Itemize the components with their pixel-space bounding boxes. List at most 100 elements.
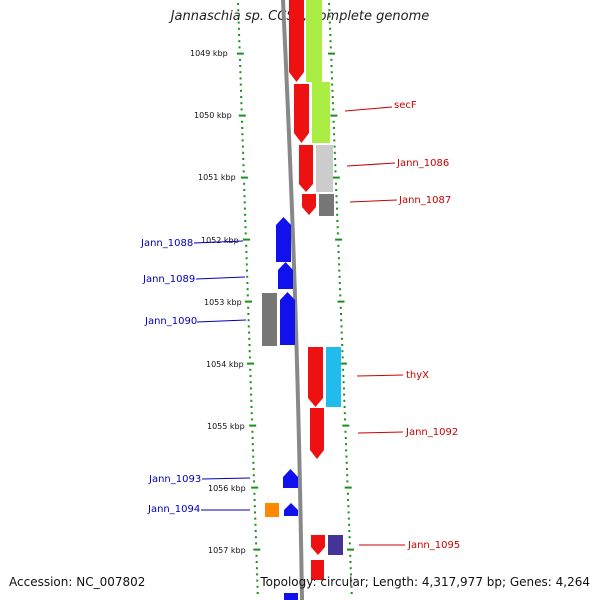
tick-mark — [251, 486, 259, 489]
tick-mark — [246, 269, 248, 272]
tick-mark — [331, 83, 334, 86]
gene-arrow-forward[interactable] — [308, 347, 323, 407]
gene-label-jann-1089[interactable]: Jann_1089 — [142, 274, 195, 285]
tick-mark — [250, 412, 253, 415]
tick-mark — [332, 176, 340, 179]
kbp-scale: 1049 kbp 1050 kbp 1051 kbp 1052 kbp 1053… — [190, 49, 246, 555]
gene-label-jann-1093[interactable]: Jann_1093 — [148, 474, 201, 485]
tick-mark — [247, 313, 250, 315]
tick-mark — [253, 505, 256, 508]
tick-mark — [347, 548, 354, 551]
tick-mark — [329, 34, 332, 36]
tick-mark — [333, 145, 336, 148]
gene-arrow-forward[interactable] — [302, 194, 316, 215]
feature-block-green[interactable] — [306, 0, 322, 82]
tick-mark — [334, 158, 337, 160]
tick-mark — [241, 120, 243, 123]
leader-line — [356, 374, 404, 377]
gene-arrow-reverse[interactable] — [284, 593, 298, 600]
tick-mark — [238, 40, 241, 43]
tick-mark — [236, 52, 244, 55]
tick-mark — [245, 263, 248, 266]
tick-mark — [339, 288, 341, 291]
tick-mark — [240, 108, 243, 111]
tick-mark — [337, 300, 345, 303]
genome-backbone — [281, 0, 304, 600]
tick-mark — [255, 561, 258, 563]
gene-arrow-reverse[interactable] — [276, 217, 291, 262]
feature-block-darkgray[interactable] — [319, 194, 334, 216]
tick-mark — [240, 176, 248, 179]
tick-mark — [331, 77, 333, 80]
tick-mark — [342, 375, 345, 377]
tick-mark — [349, 554, 352, 557]
tick-mark — [251, 443, 254, 446]
gene-label-jann-1092[interactable]: Jann_1092 — [405, 427, 458, 438]
tick-mark — [330, 65, 333, 67]
tick-mark — [348, 523, 351, 526]
tick-mark — [350, 592, 353, 594]
gene-arrow-reverse[interactable] — [283, 469, 298, 488]
tick-mark — [329, 46, 332, 49]
tick-mark — [252, 461, 255, 464]
tick-mark — [250, 393, 253, 396]
gene-arrow-forward[interactable] — [311, 535, 325, 555]
gene-labels: secF Jann_1086 Jann_1087 Jann_1088 Jann_… — [140, 100, 460, 551]
gene-label-jann-1095[interactable]: Jann_1095 — [407, 540, 460, 551]
kbp-label: 1056 kbp — [208, 484, 246, 493]
tick-mark — [241, 127, 244, 129]
gene-arrow-reverse[interactable] — [278, 262, 293, 289]
tick-mark — [254, 511, 256, 514]
gene-arrow-reverse[interactable] — [284, 503, 298, 516]
tick-mark — [333, 151, 336, 154]
gene-label-thyX[interactable]: thyX — [406, 370, 429, 381]
feature-block-orange[interactable] — [265, 503, 279, 517]
gene-arrow-forward[interactable] — [289, 0, 304, 82]
tick-mark — [343, 399, 346, 402]
gene-arrow-forward[interactable] — [294, 84, 309, 143]
feature-blocks — [262, 0, 343, 555]
tick-mark — [241, 139, 244, 142]
gene-label-jann-1088[interactable]: Jann_1088 — [140, 238, 193, 249]
gene-label-jann-1086[interactable]: Jann_1086 — [396, 158, 449, 169]
tick-mark — [342, 387, 345, 390]
tick-mark — [343, 393, 346, 396]
tick-mark — [337, 244, 340, 247]
tick-mark — [250, 399, 253, 402]
gene-label-secF[interactable]: secF — [394, 100, 417, 111]
leader-line — [196, 319, 247, 323]
tick-mark — [330, 58, 333, 61]
feature-block-cyan[interactable] — [326, 347, 341, 407]
tick-mark — [247, 362, 255, 365]
feature-block-purple[interactable] — [328, 535, 343, 555]
tick-mark — [334, 170, 337, 173]
gene-label-jann-1094[interactable]: Jann_1094 — [147, 504, 200, 515]
kbp-label: 1050 kbp — [194, 111, 232, 120]
tick-mark — [339, 294, 342, 297]
tick-mark — [336, 213, 339, 216]
gene-label-jann-1090[interactable]: Jann_1090 — [144, 316, 197, 327]
tick-mark — [244, 220, 247, 222]
gene-label-jann-1087[interactable]: Jann_1087 — [398, 195, 451, 206]
tick-mark — [350, 573, 352, 576]
gene-arrow-forward[interactable] — [299, 145, 313, 192]
feature-block-lightgray[interactable] — [316, 145, 333, 192]
kbp-label: 1052 kbp — [201, 236, 239, 245]
tick-mark — [243, 207, 246, 210]
tick-mark — [332, 108, 335, 111]
tick-mark — [256, 585, 259, 588]
tick-mark — [338, 275, 341, 278]
tick-mark — [338, 263, 341, 266]
feature-block-green[interactable] — [312, 82, 330, 143]
feature-block-darkgray[interactable] — [262, 293, 277, 346]
tick-mark — [333, 133, 336, 136]
tick-mark — [243, 182, 246, 185]
gene-arrow-reverse[interactable] — [280, 292, 295, 345]
gene-arrow-forward[interactable] — [311, 560, 324, 580]
tick-mark — [246, 288, 249, 291]
gene-arrow-forward[interactable] — [310, 408, 324, 459]
tick-mark — [248, 337, 251, 340]
tick-mark — [350, 585, 353, 588]
tick-mark — [331, 89, 334, 92]
